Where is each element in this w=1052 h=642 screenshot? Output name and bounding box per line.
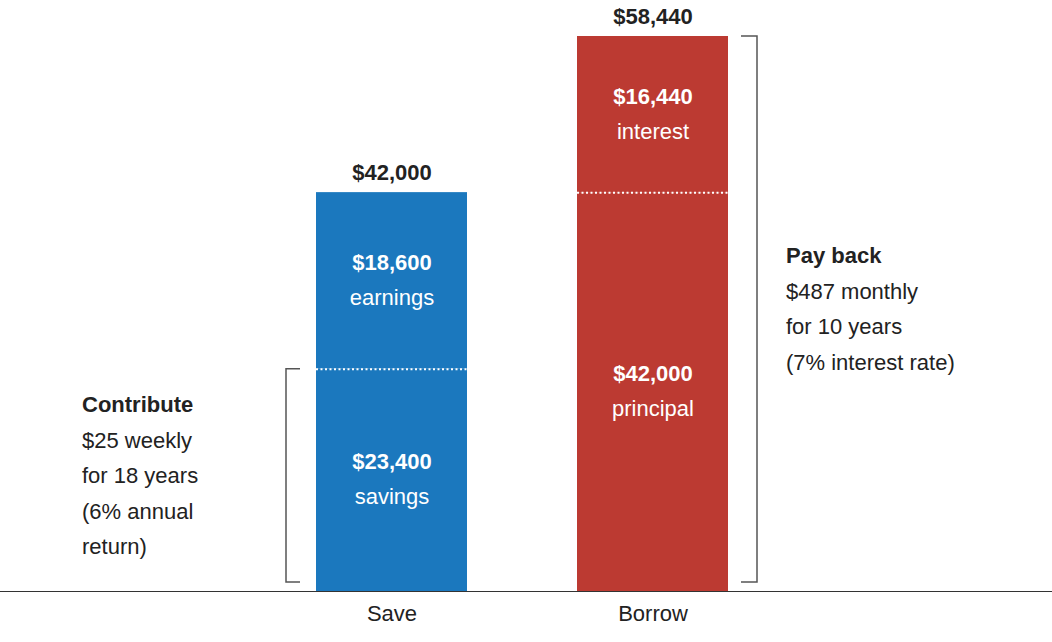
- svg-text:$23,400: $23,400: [352, 449, 432, 474]
- svg-text:Pay back$487 monthlyfor 10 yea: Pay back$487 monthlyfor 10 years(7% inte…: [786, 243, 955, 375]
- svg-text:Contribute$25 weeklyfor 18 yea: Contribute$25 weeklyfor 18 years(6% annu…: [82, 392, 198, 559]
- svg-text:$18,600: $18,600: [352, 250, 432, 275]
- svg-text:$42,000: $42,000: [352, 160, 432, 185]
- svg-text:$42,000: $42,000: [613, 361, 693, 386]
- svg-text:Borrow: Borrow: [618, 601, 688, 626]
- svg-text:principal: principal: [612, 396, 694, 421]
- svg-text:savings: savings: [355, 484, 430, 509]
- svg-text:earnings: earnings: [350, 285, 434, 310]
- svg-text:$16,440: $16,440: [613, 84, 693, 109]
- svg-text:interest: interest: [617, 119, 689, 144]
- svg-text:Save: Save: [367, 601, 417, 626]
- svg-text:$58,440: $58,440: [613, 4, 693, 29]
